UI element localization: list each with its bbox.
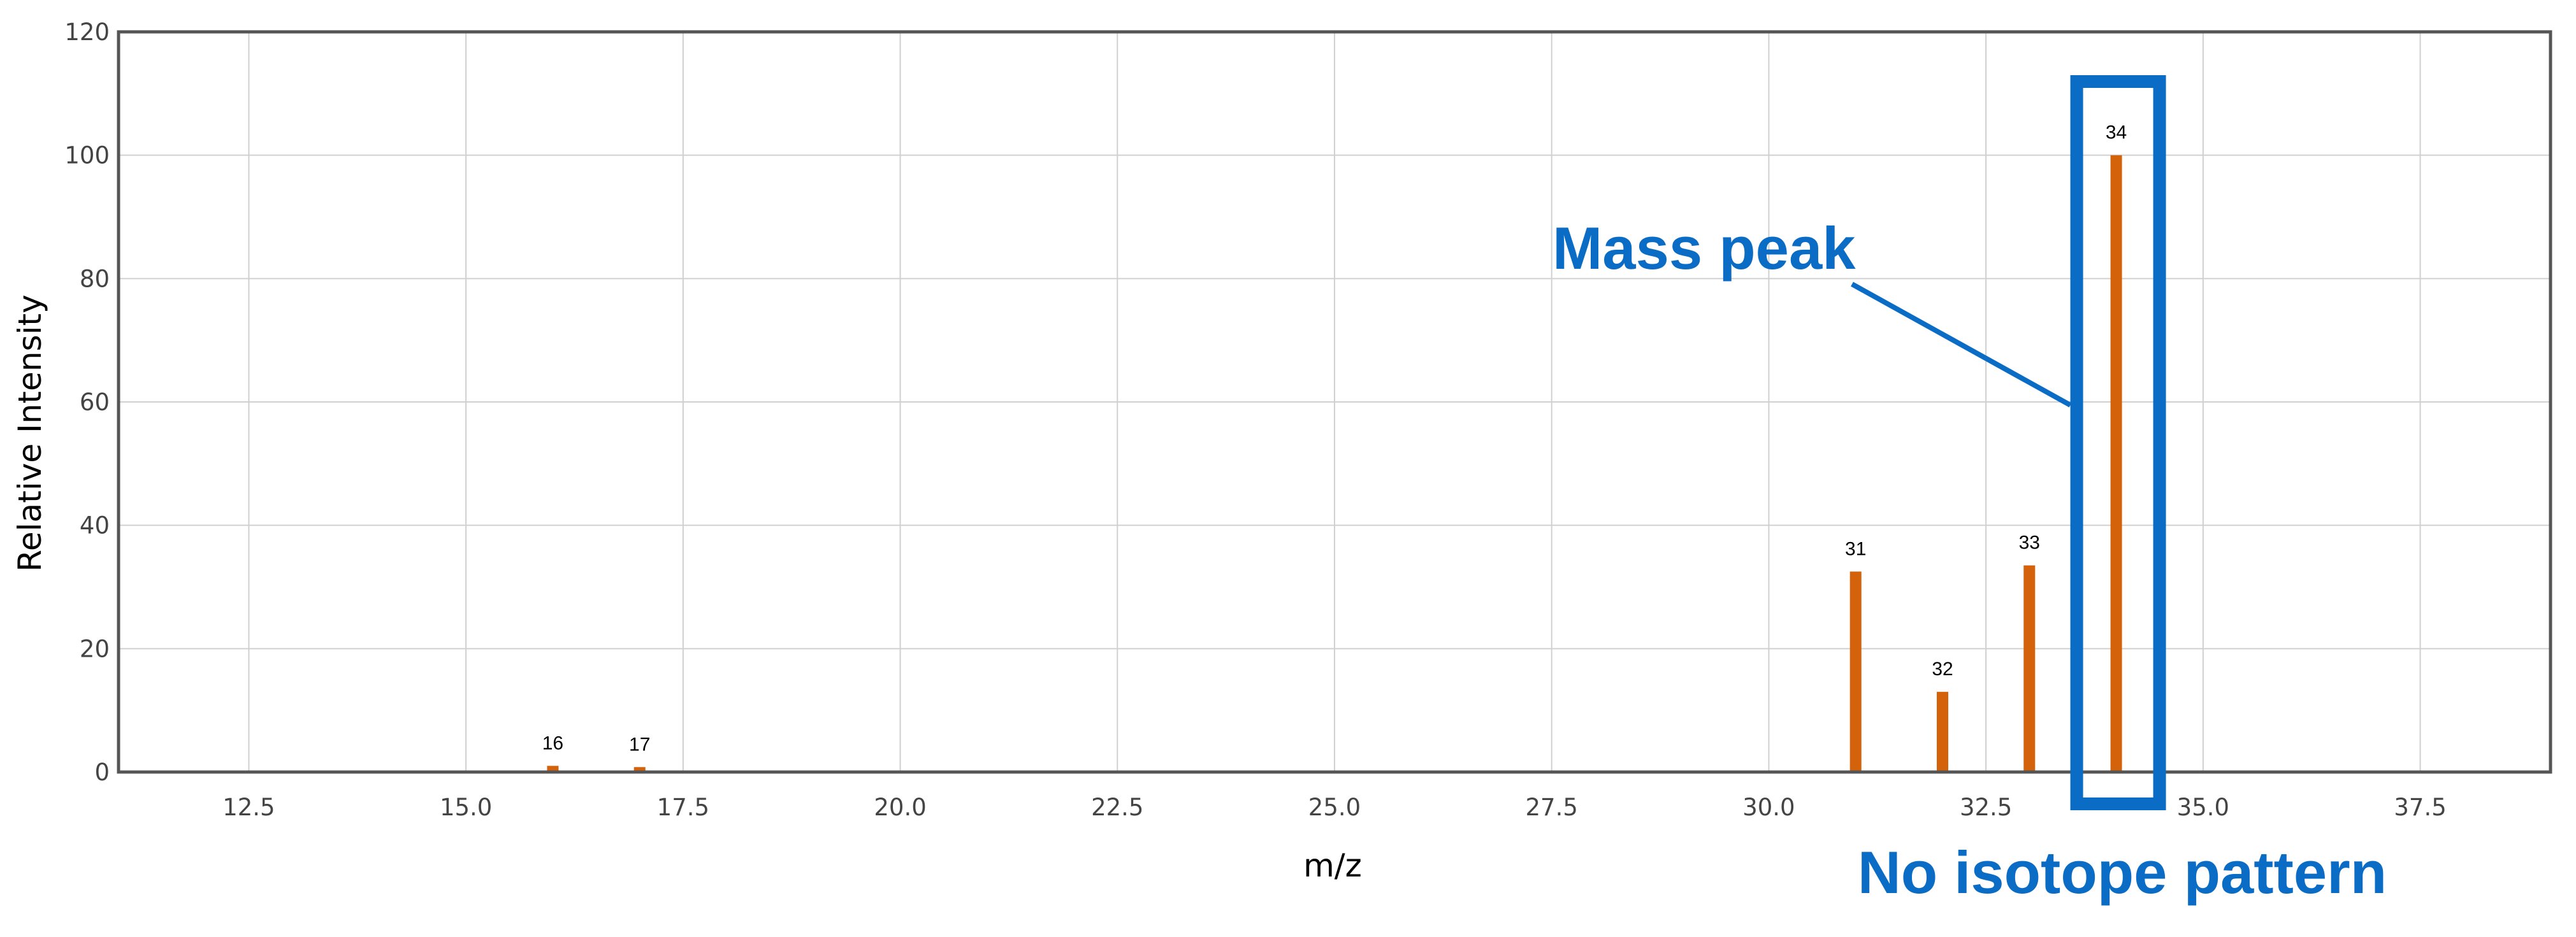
grid-lines	[119, 32, 2551, 772]
x-tick-label: 35.0	[2177, 794, 2229, 821]
bar-label: 32	[1932, 659, 1953, 680]
bar-series	[547, 155, 2122, 772]
plot-frame	[117, 30, 2552, 774]
x-tick-label: 17.5	[657, 794, 709, 821]
x-tick-label: 27.5	[1526, 794, 1578, 821]
x-tick-label: 37.5	[2394, 794, 2446, 821]
bar	[2023, 565, 2036, 772]
y-tick-label: 80	[80, 265, 110, 292]
bar-label: 33	[2019, 533, 2040, 554]
annotations: Mass peak No isotope pattern	[1552, 75, 2387, 906]
bar	[633, 767, 646, 772]
bar-label: 31	[1845, 538, 1866, 559]
x-tick-label: 22.5	[1091, 794, 1143, 821]
bar-label: 34	[2106, 122, 2127, 143]
bar	[547, 766, 559, 772]
y-tick-label: 40	[80, 512, 110, 540]
y-axis-label: Relative Intensity	[11, 294, 48, 571]
isotope-pattern-annotation: No isotope pattern	[1858, 839, 2387, 906]
x-axis-label: m/z	[1303, 847, 1362, 884]
y-tick-label: 120	[64, 18, 110, 46]
x-tick-label: 30.0	[1742, 794, 1795, 821]
bar	[1849, 571, 1862, 772]
y-tick-labels: 0 20 40 60 80 100 120	[64, 18, 110, 786]
x-tick-labels: 12.5 15.0 17.5 20.0 22.5 25.0 27.5 30.0 32.5 35.0…	[222, 794, 2447, 821]
y-tick-label: 100	[64, 142, 110, 169]
highlight-box	[2070, 75, 2166, 810]
annotation-pointer-line	[1851, 282, 2072, 408]
mass-peak-annotation: Mass peak	[1552, 215, 1856, 282]
y-tick-label: 60	[80, 389, 110, 416]
x-tick-label: 25.0	[1308, 794, 1361, 821]
x-tick-label: 15.0	[440, 794, 492, 821]
y-tick-label: 20	[80, 635, 110, 662]
bar	[2110, 155, 2122, 772]
x-tick-label: 20.0	[874, 794, 926, 821]
bar	[1937, 692, 1948, 772]
bar-label: 16	[542, 733, 563, 754]
bar-label: 17	[629, 734, 650, 755]
bar-value-labels: 16 17 31 32 33 34	[542, 122, 2127, 755]
x-tick-label: 32.5	[1960, 794, 2012, 821]
y-tick-label: 0	[94, 759, 110, 786]
x-tick-label: 12.5	[222, 794, 275, 821]
